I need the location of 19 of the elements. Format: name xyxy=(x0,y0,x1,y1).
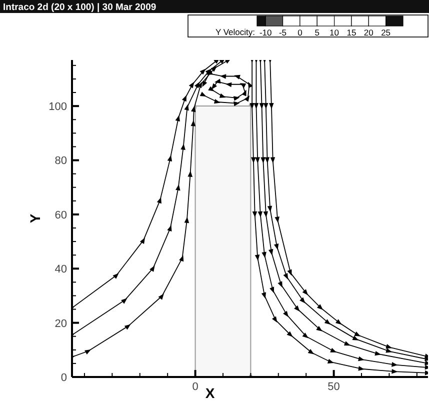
y-tick-label: 100 xyxy=(48,101,67,114)
x-tick-label: 50 xyxy=(328,381,340,393)
y-tick-label: 60 xyxy=(54,209,67,222)
chart-title: Intraco 2d (20 x 100) | 30 Mar 2009 xyxy=(3,2,156,13)
text: -10 xyxy=(259,28,272,38)
text: 10 xyxy=(330,28,340,38)
text: Y Velocity: xyxy=(215,27,255,37)
text: 25 xyxy=(381,28,391,38)
y-tick-label: 20 xyxy=(54,318,67,330)
y-tick-label: 80 xyxy=(54,155,67,168)
text: 20 xyxy=(364,28,374,38)
text: 0 xyxy=(298,28,303,38)
text: 5 xyxy=(314,28,320,38)
x-axis-title: X xyxy=(205,385,216,401)
y-tick-label: 40 xyxy=(54,264,67,276)
y-tick-label: 0 xyxy=(60,372,67,384)
text: 15 xyxy=(346,28,356,38)
text: -5 xyxy=(278,28,287,38)
y-axis-title: Y xyxy=(27,213,43,224)
